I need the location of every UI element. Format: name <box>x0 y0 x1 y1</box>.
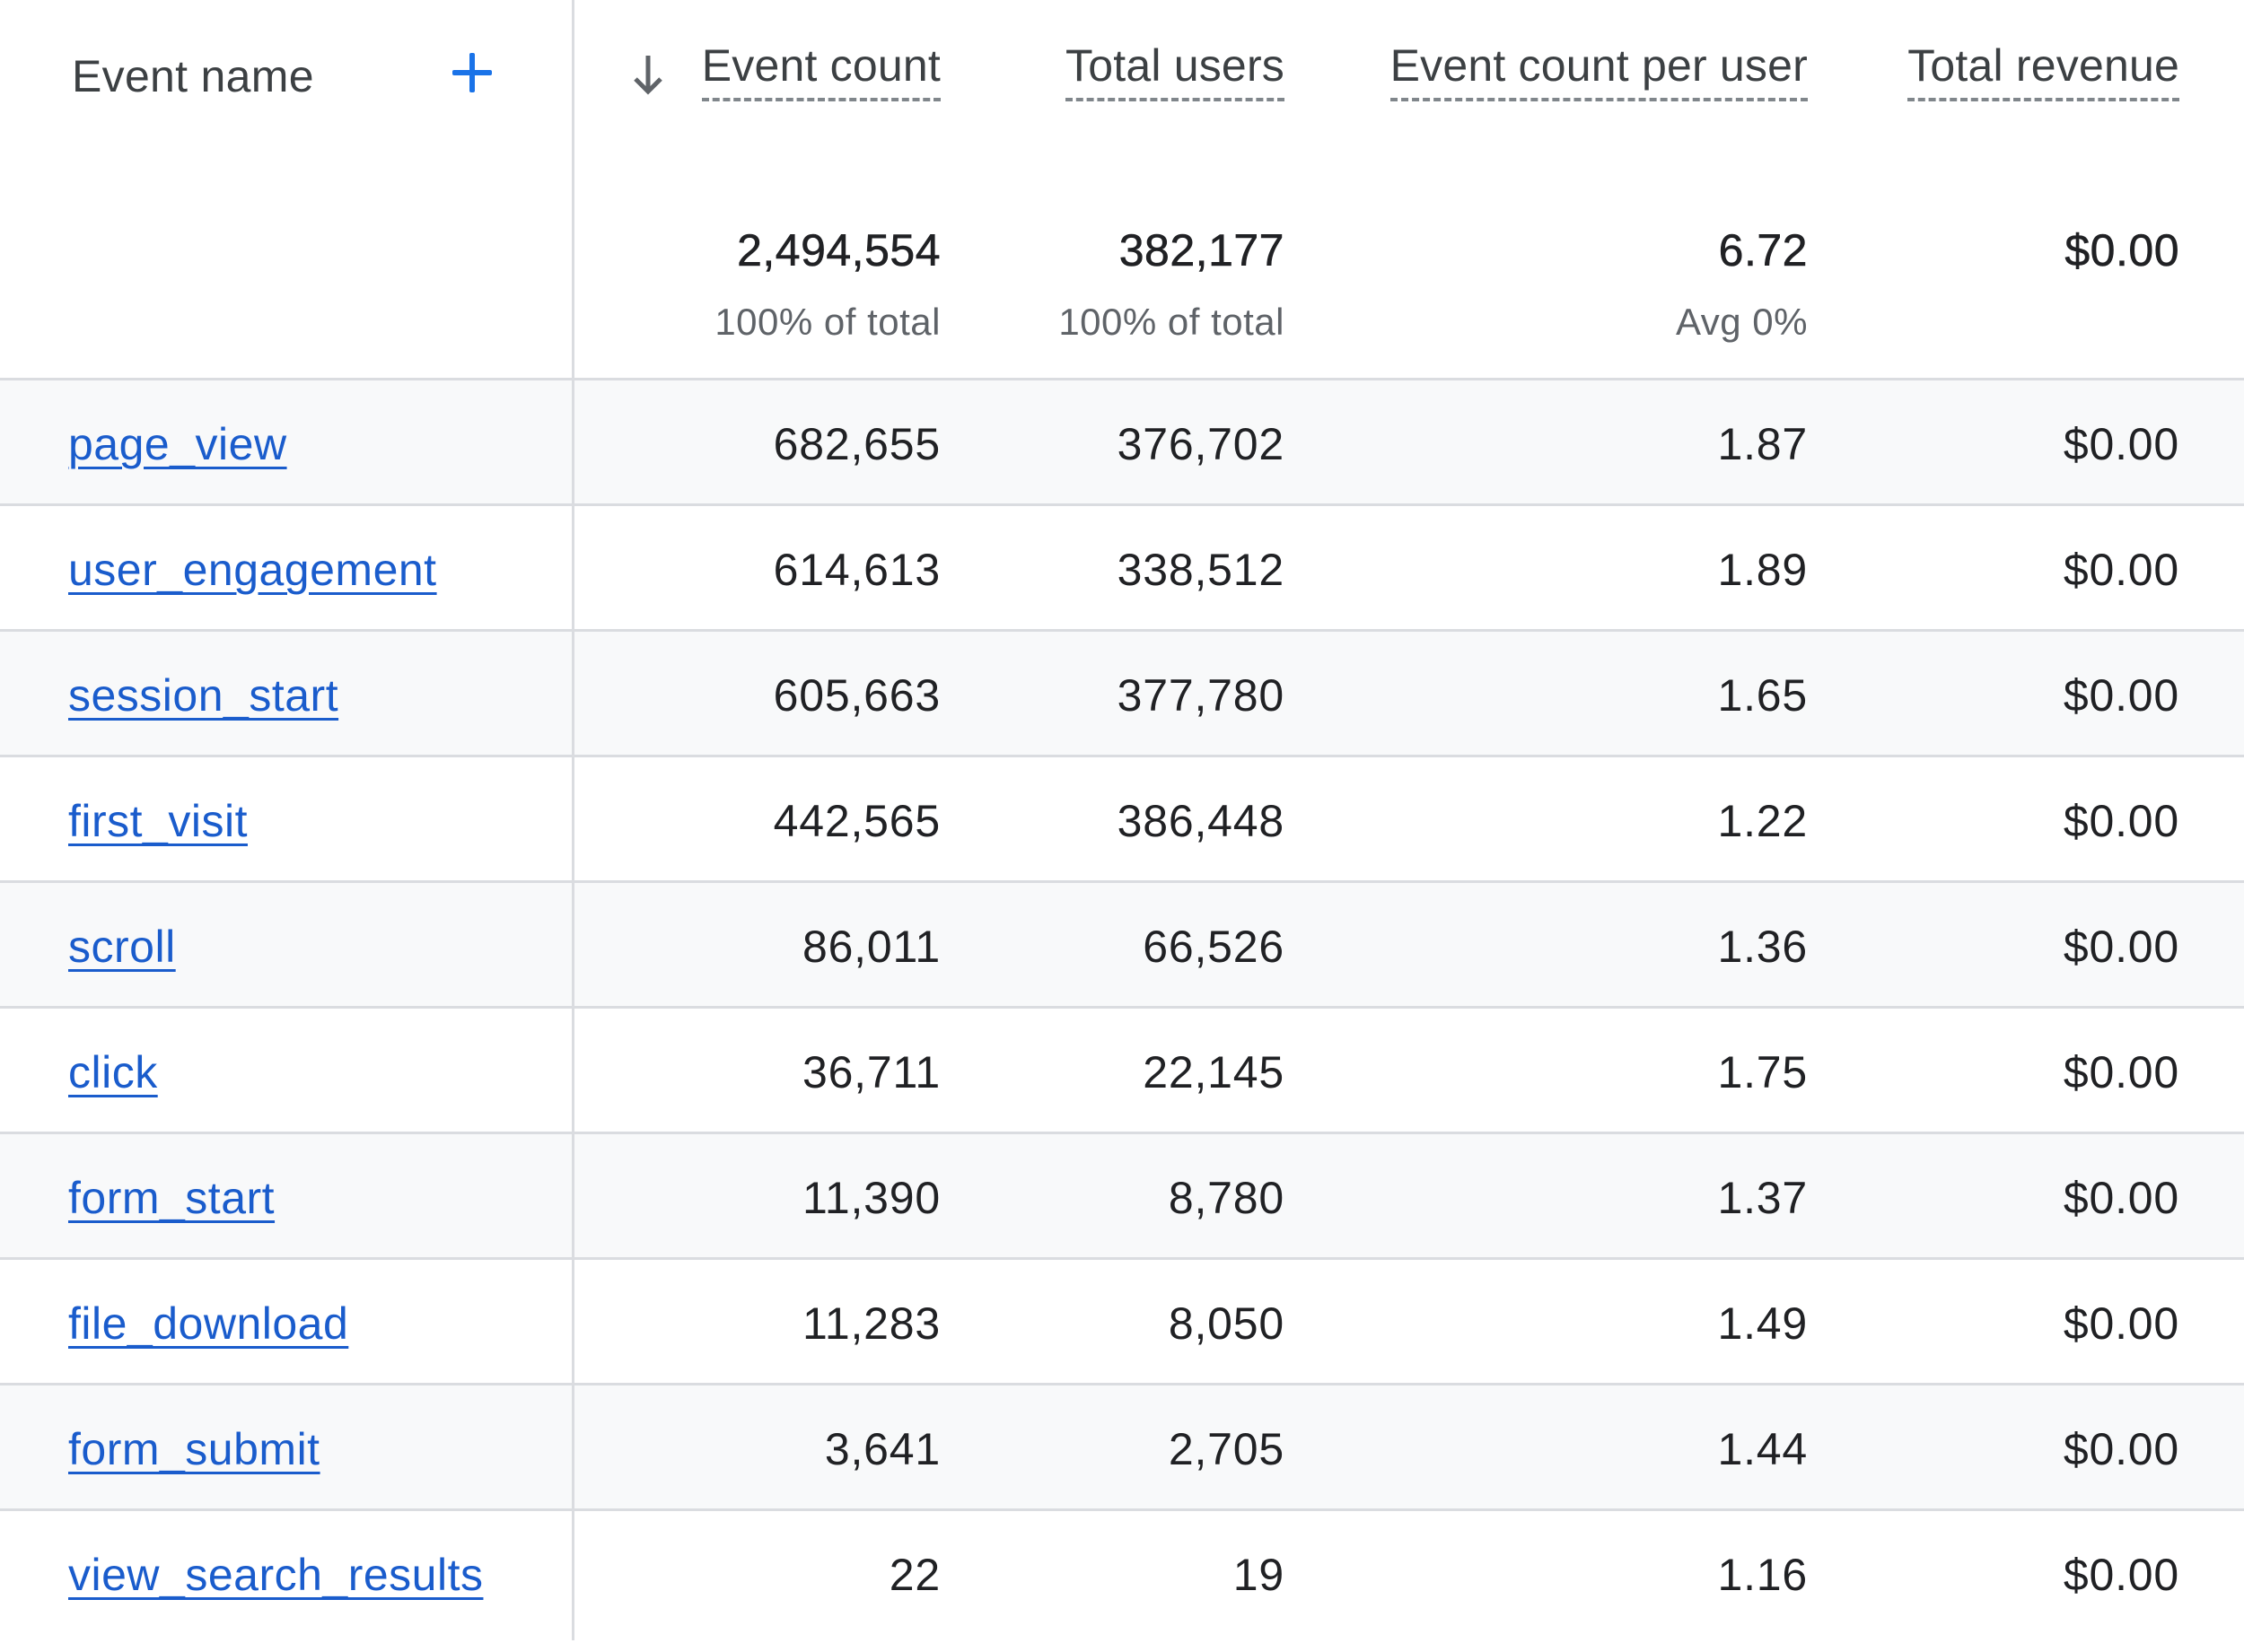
table-row: view_search_results 22 19 1.16 $0.00 <box>0 1511 2244 1637</box>
event-name-link[interactable]: file_download <box>68 1298 349 1349</box>
event-count-cell: 11,283 <box>802 1298 941 1349</box>
event-count-cell: 614,613 <box>773 545 941 595</box>
total-users-cell: 22,145 <box>1143 1047 1284 1097</box>
per-user-cell: 1.36 <box>1717 922 1808 972</box>
total-users-cell: 66,526 <box>1143 922 1284 972</box>
dimension-header[interactable]: Event name <box>72 51 314 101</box>
total-users-cell: 19 <box>1232 1550 1284 1600</box>
revenue-cell: $0.00 <box>2063 796 2179 846</box>
column-header-total-users[interactable]: Total users <box>1065 39 1284 101</box>
per-user-cell: 1.87 <box>1717 419 1808 469</box>
event-name-link[interactable]: first_visit <box>68 796 248 846</box>
event-count-cell: 3,641 <box>824 1424 941 1474</box>
total-per-user-avg: Avg 0% <box>1676 301 1808 343</box>
event-name-link[interactable]: user_engagement <box>68 545 437 595</box>
add-dimension-plus-icon[interactable] <box>445 45 499 99</box>
revenue-cell: $0.00 <box>2063 670 2179 721</box>
column-header-event-count-per-user[interactable]: Event count per user <box>1389 39 1808 101</box>
column-header-label: Total revenue <box>1907 41 2179 101</box>
revenue-cell: $0.00 <box>2063 1424 2179 1474</box>
event-count-cell: 36,711 <box>802 1047 941 1097</box>
total-revenue-value: $0.00 <box>2064 225 2179 276</box>
per-user-cell: 1.37 <box>1717 1173 1808 1223</box>
event-count-cell: 605,663 <box>773 670 941 721</box>
total-users-cell: 2,705 <box>1168 1424 1284 1474</box>
revenue-cell: $0.00 <box>2063 1298 2179 1349</box>
per-user-cell: 1.44 <box>1717 1424 1808 1474</box>
total-per-user-value: 6.72 <box>1718 225 1808 276</box>
event-name-link[interactable]: view_search_results <box>68 1550 484 1600</box>
revenue-cell: $0.00 <box>2063 1173 2179 1223</box>
column-header-label: Total users <box>1065 41 1284 101</box>
event-name-link[interactable]: page_view <box>68 419 287 469</box>
per-user-cell: 1.65 <box>1717 670 1808 721</box>
table-row: page_view 682,655 376,702 1.87 $0.00 <box>0 380 2244 506</box>
table-row: form_start 11,390 8,780 1.37 $0.00 <box>0 1134 2244 1260</box>
per-user-cell: 1.75 <box>1717 1047 1808 1097</box>
total-users-cell: 386,448 <box>1117 796 1284 846</box>
event-name-link[interactable]: click <box>68 1047 158 1097</box>
table-header: Event name Event count Total users Event… <box>0 0 2244 380</box>
per-user-cell: 1.89 <box>1717 545 1808 595</box>
total-users-cell: 377,780 <box>1117 670 1284 721</box>
column-header-label: Event count per user <box>1389 41 1808 101</box>
revenue-cell: $0.00 <box>2063 1047 2179 1097</box>
per-user-cell: 1.16 <box>1717 1550 1808 1600</box>
table-row: form_submit 3,641 2,705 1.44 $0.00 <box>0 1385 2244 1511</box>
column-header-event-count[interactable]: Event count <box>701 39 941 101</box>
table-row: click 36,711 22,145 1.75 $0.00 <box>0 1009 2244 1134</box>
column-divider <box>572 0 574 1640</box>
column-header-total-revenue[interactable]: Total revenue <box>1907 39 2179 101</box>
per-user-cell: 1.49 <box>1717 1298 1808 1349</box>
table-body: page_view 682,655 376,702 1.87 $0.00 use… <box>0 380 2244 1637</box>
event-name-link[interactable]: form_submit <box>68 1424 320 1474</box>
event-name-link[interactable]: session_start <box>68 670 339 721</box>
sort-arrow-down-icon[interactable] <box>628 52 668 99</box>
event-count-cell: 11,390 <box>802 1173 941 1223</box>
total-users-cell: 338,512 <box>1117 545 1284 595</box>
event-count-cell: 442,565 <box>773 796 941 846</box>
column-header-label: Event count <box>701 41 941 101</box>
total-users-cell: 8,050 <box>1168 1298 1284 1349</box>
table-row: scroll 86,011 66,526 1.36 $0.00 <box>0 883 2244 1009</box>
event-name-link[interactable]: scroll <box>68 922 176 972</box>
total-users-value: 382,177 <box>1118 225 1284 276</box>
total-users-cell: 8,780 <box>1168 1173 1284 1223</box>
table-row: session_start 605,663 377,780 1.65 $0.00 <box>0 632 2244 757</box>
revenue-cell: $0.00 <box>2063 419 2179 469</box>
event-count-cell: 86,011 <box>802 922 941 972</box>
event-count-cell: 682,655 <box>773 419 941 469</box>
total-event-count-percent: 100% of total <box>714 301 941 343</box>
total-users-cell: 376,702 <box>1117 419 1284 469</box>
table-row: first_visit 442,565 386,448 1.22 $0.00 <box>0 757 2244 883</box>
total-event-count: 2,494,554 <box>737 225 941 276</box>
table-row: file_download 11,283 8,050 1.49 $0.00 <box>0 1260 2244 1385</box>
total-users-percent: 100% of total <box>1058 301 1284 343</box>
revenue-cell: $0.00 <box>2063 1550 2179 1600</box>
revenue-cell: $0.00 <box>2063 922 2179 972</box>
per-user-cell: 1.22 <box>1717 796 1808 846</box>
revenue-cell: $0.00 <box>2063 545 2179 595</box>
event-count-cell: 22 <box>889 1550 941 1600</box>
event-name-link[interactable]: form_start <box>68 1173 276 1223</box>
table-row: user_engagement 614,613 338,512 1.89 $0.… <box>0 506 2244 632</box>
